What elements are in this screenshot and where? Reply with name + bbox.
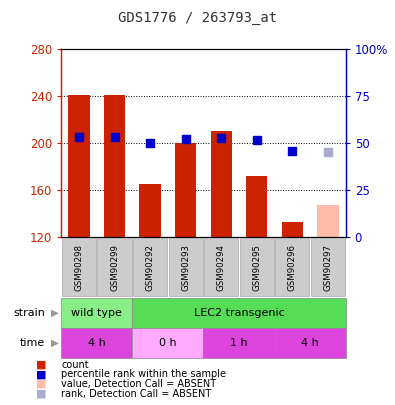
FancyBboxPatch shape	[98, 238, 132, 296]
FancyBboxPatch shape	[275, 238, 309, 296]
Point	[111, 134, 118, 140]
Text: ■: ■	[36, 369, 46, 379]
Point	[289, 148, 295, 154]
Text: LEC2 transgenic: LEC2 transgenic	[194, 308, 284, 318]
Text: GSM90298: GSM90298	[75, 244, 83, 291]
Text: GSM90295: GSM90295	[252, 244, 261, 291]
Bar	[139, 184, 161, 237]
Bar	[211, 131, 232, 237]
Bar	[246, 176, 267, 237]
FancyBboxPatch shape	[133, 238, 167, 296]
FancyBboxPatch shape	[240, 238, 274, 296]
Point	[218, 135, 224, 141]
Text: GSM90292: GSM90292	[146, 244, 154, 291]
Text: GSM90297: GSM90297	[324, 244, 332, 291]
Bar	[68, 94, 90, 237]
Text: ■: ■	[36, 360, 46, 369]
Point	[147, 139, 153, 146]
Point	[182, 136, 189, 143]
FancyBboxPatch shape	[169, 238, 203, 296]
Text: ■: ■	[36, 389, 46, 399]
Bar	[282, 222, 303, 237]
Text: 4 h: 4 h	[88, 338, 105, 348]
FancyBboxPatch shape	[311, 238, 345, 296]
Text: GSM90294: GSM90294	[217, 244, 226, 291]
Text: GDS1776 / 263793_at: GDS1776 / 263793_at	[118, 11, 277, 25]
Text: 4 h: 4 h	[301, 338, 319, 348]
Text: wild type: wild type	[71, 308, 122, 318]
Text: ▶: ▶	[51, 308, 59, 318]
Bar	[104, 94, 125, 237]
FancyBboxPatch shape	[275, 328, 346, 358]
Point	[254, 137, 260, 144]
Text: rank, Detection Call = ABSENT: rank, Detection Call = ABSENT	[61, 389, 211, 399]
Text: value, Detection Call = ABSENT: value, Detection Call = ABSENT	[61, 379, 216, 389]
Text: GSM90299: GSM90299	[110, 244, 119, 291]
Text: ■: ■	[36, 379, 46, 389]
Bar	[317, 205, 339, 237]
FancyBboxPatch shape	[203, 328, 275, 358]
Text: count: count	[61, 360, 89, 369]
Text: GSM90296: GSM90296	[288, 244, 297, 291]
Text: time: time	[20, 338, 45, 348]
Bar	[175, 143, 196, 237]
Point	[76, 134, 82, 140]
Text: strain: strain	[13, 308, 45, 318]
FancyBboxPatch shape	[204, 238, 238, 296]
Point	[325, 149, 331, 156]
Text: 1 h: 1 h	[230, 338, 248, 348]
FancyBboxPatch shape	[132, 298, 346, 328]
Text: percentile rank within the sample: percentile rank within the sample	[61, 369, 226, 379]
FancyBboxPatch shape	[132, 328, 203, 358]
FancyBboxPatch shape	[62, 238, 96, 296]
FancyBboxPatch shape	[61, 328, 132, 358]
Text: ▶: ▶	[51, 338, 59, 348]
Text: 0 h: 0 h	[159, 338, 177, 348]
FancyBboxPatch shape	[61, 298, 132, 328]
Text: GSM90293: GSM90293	[181, 244, 190, 291]
